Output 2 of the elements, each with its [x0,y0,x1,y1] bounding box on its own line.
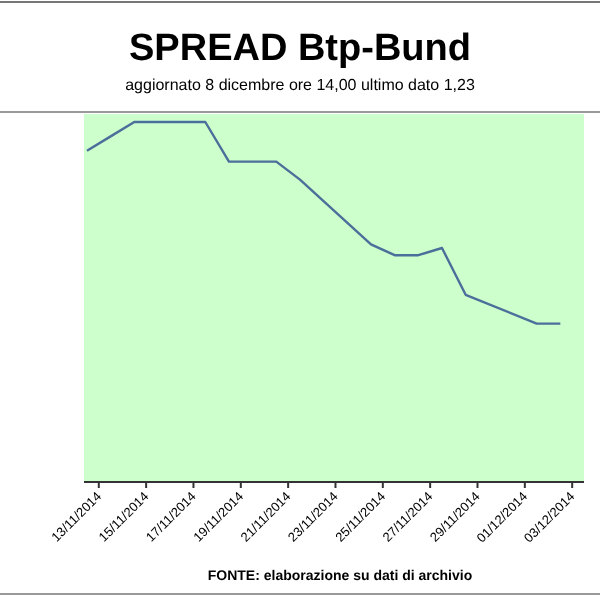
chart-subtitle: aggiornato 8 dicembre ore 14,00 ultimo dato 1,23 [125,76,476,94]
chart-title: SPREAD Btp-Bund [129,28,471,70]
